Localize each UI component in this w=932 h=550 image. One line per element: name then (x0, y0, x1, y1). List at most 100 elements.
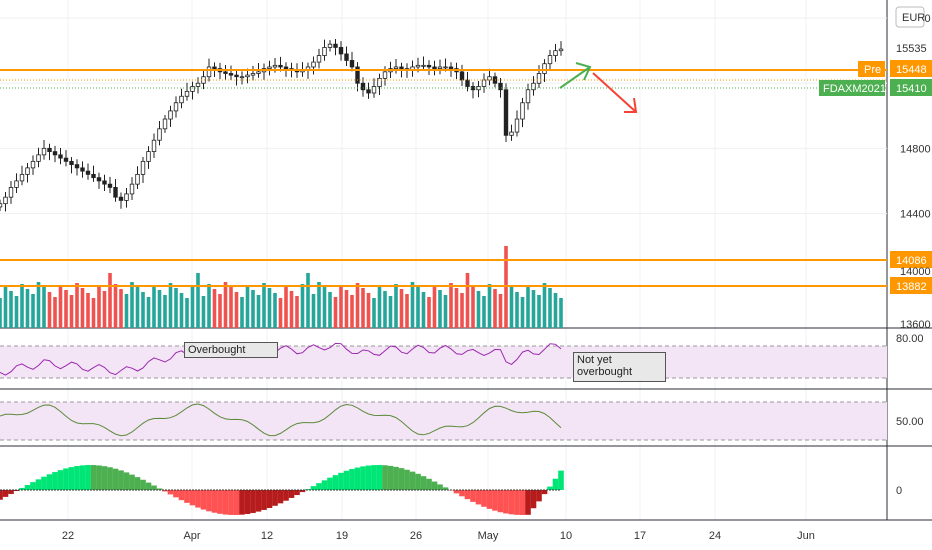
histogram-bar (145, 482, 152, 490)
candle-body (267, 66, 272, 69)
candle-body (448, 66, 454, 69)
volume-bar (97, 286, 101, 328)
volume-bar (262, 283, 266, 328)
candle-body (80, 167, 85, 172)
candle-body (382, 71, 388, 79)
histogram-bar (382, 465, 388, 490)
overbought-annotation: Overbought (184, 342, 278, 358)
candle-body (41, 147, 47, 156)
volume-bar (421, 292, 426, 328)
volume-bar (25, 289, 30, 328)
volume-bar (432, 285, 437, 328)
volume-bar (465, 273, 470, 328)
histogram-bar (35, 479, 42, 490)
volume-bar (355, 283, 360, 328)
osc-line (0, 403, 562, 437)
volume-bar (36, 282, 41, 328)
volume-pane (0, 246, 887, 328)
volume-bar (179, 293, 184, 328)
vol-level-2-text: 13882 (896, 281, 927, 293)
pre-badge-text: Pre (864, 64, 881, 76)
histogram-bar (343, 470, 350, 490)
volume-bar (416, 287, 420, 328)
histogram-bar (552, 478, 559, 490)
histogram-bar (371, 465, 377, 490)
volume-bar (86, 293, 90, 328)
histogram-bar (118, 470, 124, 490)
candle-body (25, 167, 30, 175)
time-tick-label: 26 (410, 530, 422, 542)
candle-body (520, 102, 525, 120)
volume-bar (201, 296, 206, 328)
histogram-bar (349, 469, 355, 490)
volume-bar (119, 289, 123, 328)
histogram-bar (222, 490, 229, 515)
candle-body (245, 74, 250, 78)
histogram-bar (233, 490, 240, 515)
level-pre (890, 60, 932, 77)
histogram-pane (0, 465, 564, 515)
volume-bar (443, 295, 448, 328)
histogram-bar (283, 490, 289, 501)
histogram-bar (360, 466, 366, 490)
time-tick-label: 22 (62, 530, 74, 542)
histogram-bar (244, 490, 251, 514)
candle-body (96, 177, 102, 182)
volume-bar (108, 273, 112, 328)
candle-body (256, 71, 261, 74)
histogram-bar (173, 490, 179, 498)
volume-bar (80, 288, 85, 328)
volume-bar (267, 288, 272, 328)
histogram-bar (189, 490, 196, 506)
candle-body (162, 118, 168, 130)
candle-body (459, 71, 465, 81)
histogram-bar (475, 490, 482, 505)
volume-bar (317, 282, 321, 328)
candle-body (283, 66, 289, 69)
volume-bar (322, 287, 327, 328)
candle-body (525, 89, 531, 104)
volume-bar (515, 292, 519, 328)
histogram-bar (129, 474, 135, 490)
candle-body (124, 193, 129, 201)
candle-body (443, 66, 448, 69)
histogram-bar (184, 490, 190, 503)
volume-bar (493, 289, 497, 328)
volume-tick: 13600 (900, 319, 931, 331)
histogram-bar (492, 490, 498, 511)
candle-body (531, 82, 536, 91)
histogram-bar (288, 490, 295, 498)
volume-bar (229, 287, 233, 328)
volume-bar (20, 284, 24, 328)
histogram-bar (123, 472, 130, 490)
up-arrow (559, 66, 591, 89)
candle-body (0, 203, 3, 208)
volume-bar (152, 285, 156, 328)
volume-bar (163, 295, 167, 328)
candle-body (509, 131, 514, 136)
histogram-bar (140, 479, 146, 490)
histogram-bar (63, 468, 69, 490)
level-current-text: 15410 (896, 83, 927, 95)
histogram-bar (508, 490, 515, 515)
candle-body (514, 118, 520, 133)
volume-bar (113, 284, 118, 328)
histogram-bar (486, 490, 493, 509)
volume-bar (438, 290, 442, 328)
rsi-line (0, 342, 562, 376)
candle-body (85, 170, 91, 175)
volume-bar (559, 298, 563, 328)
vol-level-1 (890, 251, 932, 268)
candle-body (228, 73, 234, 76)
histogram-bar (266, 490, 273, 508)
histogram-bar (310, 486, 317, 490)
histogram-bar (0, 490, 3, 500)
volume-bar (218, 294, 222, 328)
currency-box (895, 6, 925, 28)
volume-bar (372, 298, 376, 328)
candle-body (151, 139, 157, 152)
candle-body (371, 86, 377, 94)
histogram-bar (437, 484, 443, 490)
volume-bar (388, 296, 393, 328)
